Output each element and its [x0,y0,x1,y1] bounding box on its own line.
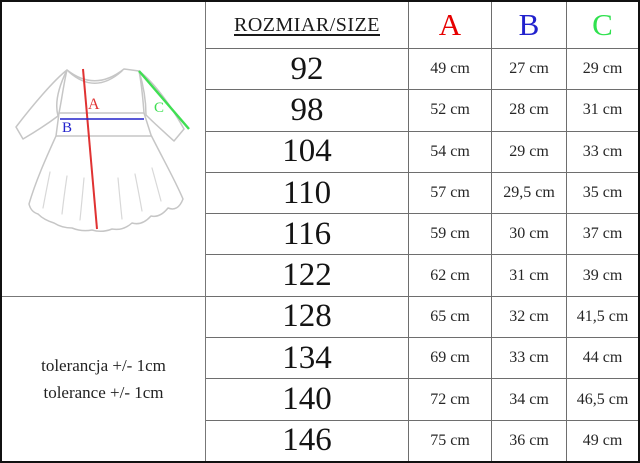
a-value-cell: 54 cm [408,130,491,172]
b-value-cell: 33 cm [491,337,566,379]
b-value-cell: 28 cm [491,89,566,131]
a-value-cell: 59 cm [408,213,491,255]
tolerance-line-en: tolerance +/- 1cm [43,383,164,402]
size-cell: 146 [206,419,408,461]
b-value-cell: 32 cm [491,295,566,338]
left-sleeve-shape [15,69,68,140]
size-cell: 110 [206,171,408,213]
size-cell: 140 [206,378,408,419]
header-col-b: B [491,2,566,48]
header-col-a: A [408,2,491,48]
a-value-cell: 69 cm [408,337,491,379]
c-value-cell: 46,5 cm [566,378,638,420]
size-table: ROZMIAR/SIZE A B C 92 49 cm 27 cm 29 cm … [206,2,638,461]
measure-label-a: A [88,96,100,113]
tolerance-line-pl: tolerancja +/- 1cm [41,355,166,375]
measure-label-c: C [154,100,164,116]
size-cell: 122 [206,254,408,295]
skirt-fold-lines [42,167,162,221]
size-cell: 128 [206,295,408,337]
a-value-cell: 49 cm [408,48,491,90]
c-value-cell: 44 cm [566,337,638,379]
dress-diagram: A B C [15,68,190,233]
a-value-cell: 65 cm [408,295,491,338]
b-value-cell: 27 cm [491,48,566,90]
b-value-cell: 36 cm [491,419,566,461]
c-value-cell: 31 cm [566,89,638,131]
b-value-cell: 29,5 cm [491,171,566,214]
header-size-label: ROZMIAR/SIZE [234,13,380,36]
collar-line [68,70,123,84]
b-value-cell: 34 cm [491,378,566,420]
c-value-cell: 49 cm [566,419,638,461]
c-value-cell: 33 cm [566,130,638,172]
a-value-cell: 75 cm [408,419,491,461]
c-value-cell: 39 cm [566,254,638,296]
measure-label-b: B [62,120,72,136]
c-value-cell: 41,5 cm [566,295,638,338]
measure-line-a [82,68,98,230]
size-cell: 116 [206,213,408,254]
c-value-cell: 37 cm [566,213,638,255]
b-value-cell: 29 cm [491,130,566,172]
c-value-cell: 29 cm [566,48,638,90]
a-value-cell: 62 cm [408,254,491,296]
a-value-cell: 52 cm [408,89,491,131]
a-value-cell: 57 cm [408,171,491,214]
a-value-cell: 72 cm [408,378,491,420]
size-cell: 98 [206,89,408,130]
tolerance-note: tolerancja +/- 1cm tolerance +/- 1cm [2,296,205,461]
size-cell: 104 [206,130,408,172]
right-sleeve-shape [138,70,185,142]
dress-outline [28,68,184,233]
header-col-c: C [566,2,638,48]
size-cell: 134 [206,337,408,378]
c-value-cell: 35 cm [566,171,638,214]
dress-diagram-cell: A B C [2,2,205,296]
b-value-cell: 30 cm [491,213,566,255]
measure-line-c [138,70,190,130]
size-cell: 92 [206,48,408,89]
b-value-cell: 31 cm [491,254,566,296]
left-panel: A B C tolerancja +/- 1cm tolerance +/- 1… [2,2,206,461]
